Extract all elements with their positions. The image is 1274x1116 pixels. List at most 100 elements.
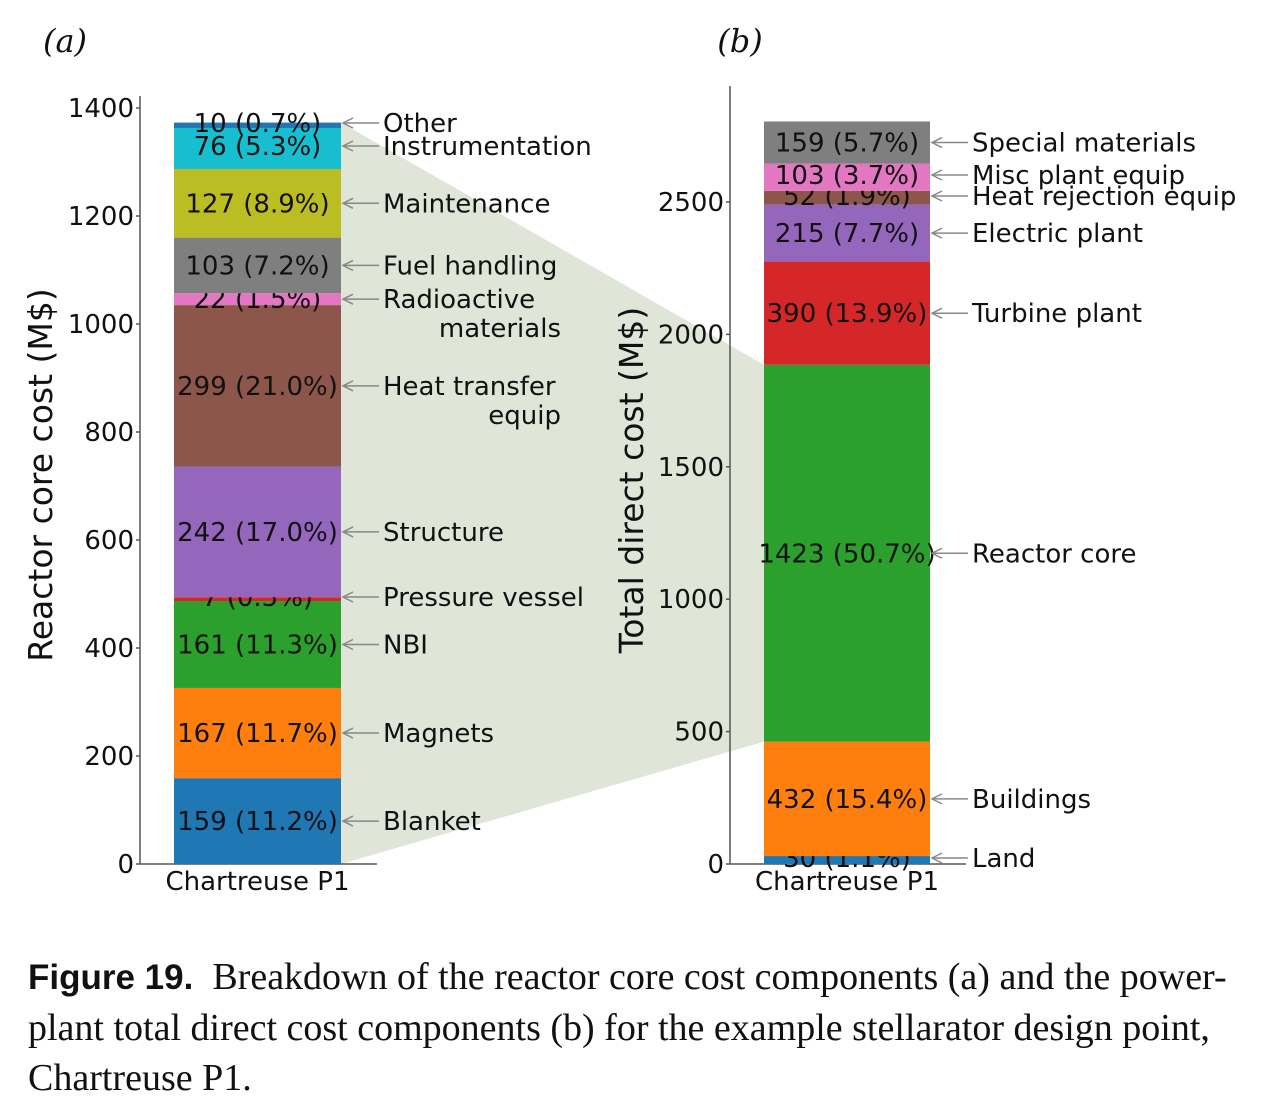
annotation-label-heat-transfer-equip: Heat transfer <box>383 372 556 402</box>
bar-segment-instrumentation <box>174 127 341 170</box>
data-label-heat-transfer-equip: 299 (21.0%) <box>177 372 338 402</box>
figure-caption: Figure 19. Breakdown of the reactor core… <box>28 952 1258 1103</box>
annotation-label-turbine-plant: Turbine plant <box>971 299 1142 329</box>
annotation-label-radioactive-materials: Radioactive <box>383 285 535 315</box>
arrow-head <box>930 793 943 805</box>
arrow-head <box>930 227 943 239</box>
y-tick-label: 800 <box>84 418 134 448</box>
bar-segment-reactor-core <box>764 364 930 742</box>
annotation-label-radioactive-materials: materials <box>439 314 561 344</box>
arrow-head <box>930 190 943 202</box>
annotation-label-structure: Structure <box>383 518 504 548</box>
arrow-head <box>341 380 354 392</box>
data-label-fuel-handling: 103 (7.2%) <box>185 251 329 281</box>
y-tick-label: 0 <box>707 850 724 880</box>
bar-segment-other <box>174 122 341 128</box>
annotation-label-magnets: Magnets <box>383 719 494 749</box>
annotation-label-instrumentation: Instrumentation <box>383 132 592 162</box>
bar-segment-pressure-vessel <box>174 597 341 602</box>
y-tick-label: 1000 <box>68 310 134 340</box>
panel-b-chart: (b) Total direct cost (M$) 0 500 1000 1500 200… <box>612 22 1236 897</box>
bar-segment-magnets <box>174 687 341 779</box>
annotation-label-pressure-vessel: Pressure vessel <box>383 583 584 613</box>
zoom-connector <box>341 122 764 864</box>
y-tick-label: 1500 <box>658 453 724 483</box>
annotation-label-reactor-core: Reactor core <box>972 539 1137 569</box>
y-tick-label: 1200 <box>68 202 134 232</box>
data-label-structure: 242 (17.0%) <box>177 518 338 548</box>
caption-text: Breakdown of the reactor core cost compo… <box>28 956 1227 1099</box>
y-tick-label: 1000 <box>658 585 724 615</box>
annotation-label-heat-transfer-equip: equip <box>488 401 561 431</box>
y-tick-label: 500 <box>674 718 724 748</box>
bar-segment-heat-rejection-equip <box>764 190 930 205</box>
data-label-maintenance: 127 (8.9%) <box>185 189 329 219</box>
bar-segment-fuel-handling <box>174 237 341 294</box>
bar-segment-radioactive-materials <box>174 293 341 306</box>
bar-segment-land <box>764 856 930 864</box>
annotation-label-maintenance: Maintenance <box>383 189 550 219</box>
bar-segment-nbi <box>174 601 341 688</box>
annotation-label-other: Other <box>383 109 457 139</box>
annotation-label-buildings: Buildings <box>972 785 1091 815</box>
bar-segment-turbine-plant <box>764 261 930 365</box>
data-label-turbine-plant: 390 (13.9%) <box>767 299 928 329</box>
data-label-other: 10 (0.7%) <box>194 109 322 139</box>
arrow-head <box>341 526 354 538</box>
y-tick-label: 2000 <box>658 320 724 350</box>
bar-segment-heat-transfer-equip <box>174 305 341 467</box>
annotation-label-heat-rejection-equip: Heat rejection equip <box>972 182 1236 212</box>
arrow-head <box>341 815 354 827</box>
annotation-label-land: Land <box>972 844 1035 874</box>
panel-label: (a) <box>43 22 87 60</box>
bar-segment-electric-plant <box>764 204 930 262</box>
y-tick-label: 1400 <box>68 94 134 124</box>
data-label-buildings: 432 (15.4%) <box>767 785 928 815</box>
bar-segment-special-materials <box>764 121 930 164</box>
x-category-label: Chartreuse P1 <box>755 867 939 897</box>
panel-label: (b) <box>717 22 762 60</box>
arrow-head <box>341 293 354 305</box>
arrow-head <box>341 727 354 739</box>
figure-number: Figure 19. <box>28 958 194 997</box>
y-axis-title: Reactor core cost (M$) <box>21 288 60 661</box>
data-label-instrumentation: 76 (5.3%) <box>194 132 322 162</box>
data-label-magnets: 167 (11.7%) <box>177 719 338 749</box>
figure: (a) Reactor core cost (M$) 0 200 400 600 800 10… <box>21 22 1236 897</box>
bar-segment-misc-plant-equip <box>764 163 930 191</box>
annotation-label-nbi: NBI <box>383 630 428 660</box>
bar-segment-maintenance <box>174 169 341 238</box>
annotation-label-special-materials: Special materials <box>972 129 1196 159</box>
annotation-label-electric-plant: Electric plant <box>972 219 1143 249</box>
data-label-electric-plant: 215 (7.7%) <box>775 219 919 249</box>
y-tick-label: 2500 <box>658 188 724 218</box>
arrow-head <box>341 638 354 651</box>
arrow-head <box>930 136 943 149</box>
data-label-special-materials: 159 (5.7%) <box>775 129 919 159</box>
data-label-nbi: 161 (11.3%) <box>177 630 338 660</box>
data-label-blanket: 159 (11.2%) <box>177 807 338 837</box>
y-tick-label: 400 <box>84 634 134 664</box>
arrow-head <box>341 197 354 209</box>
bar-segment-buildings <box>764 741 930 857</box>
y-tick-label: 200 <box>84 742 134 772</box>
x-category-label: Chartreuse P1 <box>165 867 349 897</box>
bar-segment-blanket <box>174 778 341 864</box>
y-tick-label: 600 <box>84 526 134 556</box>
data-label-misc-plant-equip: 103 (3.7%) <box>775 161 919 191</box>
arrow-head <box>341 259 354 272</box>
arrow-head <box>930 169 943 181</box>
arrow-head <box>341 591 354 603</box>
data-label-reactor-core: 1423 (50.7%) <box>758 539 935 569</box>
bar-segment-structure <box>174 466 341 598</box>
arrow-head <box>930 852 943 864</box>
annotation-label-blanket: Blanket <box>383 807 481 837</box>
annotation-label-misc-plant-equip: Misc plant equip <box>972 161 1185 191</box>
y-axis-title: Total direct cost (M$) <box>612 307 651 655</box>
arrow-head <box>341 140 354 152</box>
arrow-head <box>930 307 943 319</box>
panel-a-chart: (a) Reactor core cost (M$) 0 200 400 600 800 10… <box>21 22 592 897</box>
annotation-label-fuel-handling: Fuel handling <box>383 251 557 281</box>
arrow-head <box>341 117 354 129</box>
y-tick-label: 0 <box>117 850 134 880</box>
